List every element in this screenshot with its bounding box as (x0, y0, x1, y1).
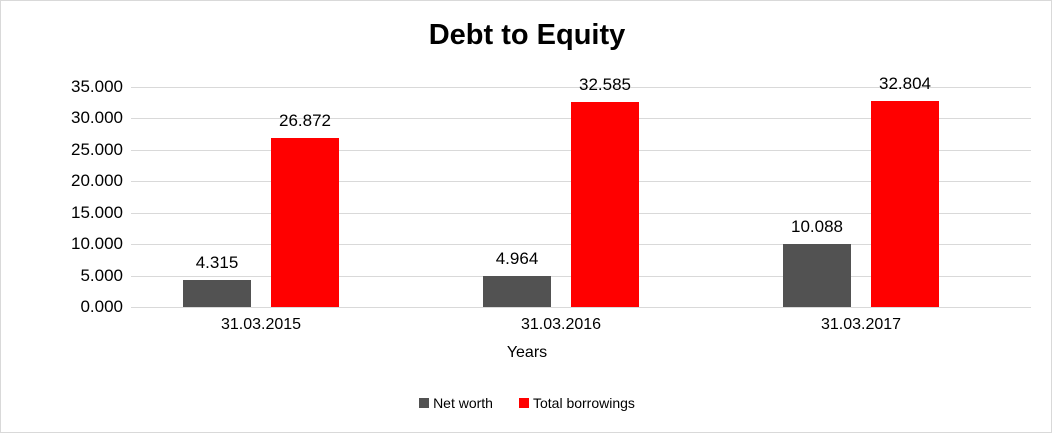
legend-item[interactable]: Net worth (419, 395, 493, 411)
y-tick-label: 10.000 (71, 234, 123, 254)
y-tick-label: 0.000 (80, 297, 123, 316)
chart-legend: Net worth Total borrowings (1, 395, 1051, 411)
bar-total-borrowings[interactable] (571, 102, 639, 307)
y-tick-label: 35.000 (71, 77, 123, 96)
legend-label: Total borrowings (532, 395, 635, 411)
gridline (131, 87, 1031, 88)
y-axis-tick-labels: 35.000 30.000 25.000 20.000 15.000 10.000 5.00… (1, 77, 123, 316)
gridline (131, 307, 1031, 308)
bar-data-label: 32.585 (579, 75, 631, 95)
x-axis-title: Years (506, 344, 548, 361)
bar-net-worth[interactable] (783, 243, 851, 307)
legend-swatch-icon (419, 398, 430, 408)
bar-data-label: 26.872 (279, 111, 331, 131)
legend-item[interactable]: Total borrowings (518, 395, 635, 411)
chart-title: Debt to Equity (428, 19, 626, 51)
bar-data-label: 4.315 (195, 252, 239, 272)
plot-area: 4.315 26.872 4.964 32.585 10.088 32.804 (131, 74, 1031, 308)
y-tick-label: 20.000 (71, 171, 123, 191)
bar-total-borrowings[interactable] (271, 138, 339, 307)
bar-total-borrowings[interactable] (871, 100, 939, 307)
legend-swatch-icon (518, 398, 529, 408)
bar-net-worth[interactable] (183, 279, 251, 307)
y-tick-label: 15.000 (71, 202, 123, 222)
bar-data-label: 32.804 (879, 73, 931, 93)
y-tick-label: 30.000 (71, 108, 123, 128)
y-tick-label: 25.000 (71, 139, 123, 159)
x-tick-label: 31.03.2015 (220, 316, 302, 333)
legend-label: Net worth (433, 395, 493, 411)
y-tick-label: 5.000 (80, 265, 123, 285)
x-tick-label: 31.03.2017 (820, 316, 902, 333)
bar-data-label: 10.088 (791, 216, 843, 236)
x-tick-label: 31.03.2016 (520, 316, 602, 333)
bar-net-worth[interactable] (483, 275, 551, 307)
bar-data-label: 4.964 (495, 248, 539, 268)
